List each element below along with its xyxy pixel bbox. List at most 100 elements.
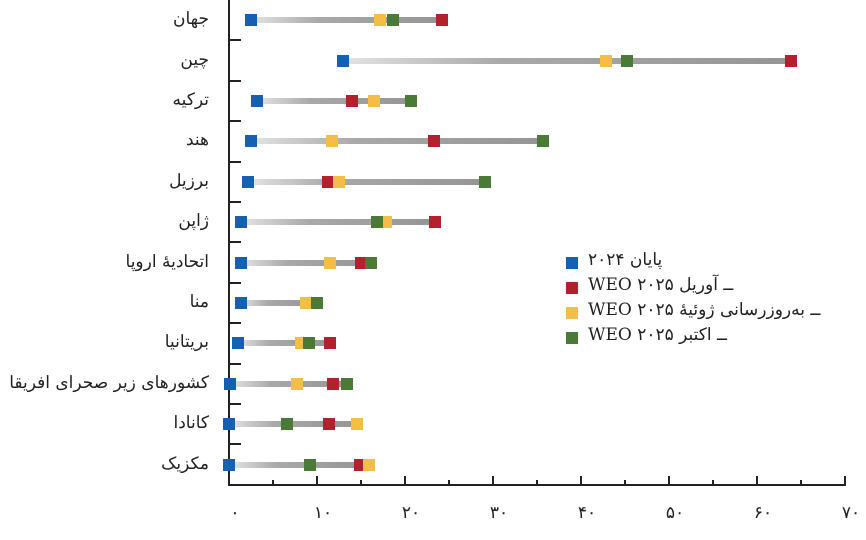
- y-axis-tick: [229, 241, 241, 244]
- legend-swatch-blue: [566, 257, 578, 269]
- data-point-marker: [242, 175, 255, 188]
- x-axis-tick: [844, 476, 846, 485]
- data-point-marker: [223, 418, 235, 431]
- y-axis-tick: [229, 443, 241, 446]
- data-point-marker: [370, 216, 383, 229]
- data-point-marker: [235, 256, 248, 269]
- data-point-marker: [346, 95, 359, 107]
- data-point-marker: [386, 14, 399, 27]
- legend-swatch-red: [566, 282, 578, 294]
- data-point-marker: [374, 14, 387, 27]
- x-axis: [228, 484, 846, 486]
- data-point-marker: [362, 458, 375, 471]
- category-label: مکزیک: [161, 453, 209, 474]
- range-bar: [237, 340, 331, 347]
- x-axis-tick: [624, 480, 626, 485]
- x-axis-tick: [228, 476, 230, 485]
- range-bar: [241, 219, 435, 226]
- data-point-marker: [321, 175, 334, 188]
- legend-item-weo-july-2025: WEO ــ به‌روزرسانی ژوئیهٔ ۲۰۲۵: [560, 300, 860, 324]
- data-point-marker: [785, 54, 798, 67]
- data-point-marker: [337, 54, 350, 67]
- category-label: کانادا: [173, 413, 209, 434]
- data-point-marker: [350, 418, 363, 431]
- category-label: بریتانیا: [164, 332, 209, 353]
- x-axis-tick: [492, 476, 494, 485]
- data-point-marker: [223, 458, 235, 471]
- x-axis-tick-label: ۷۰: [841, 503, 861, 523]
- x-axis-tick-label: ۱۰: [313, 503, 333, 523]
- data-point-marker: [281, 418, 294, 431]
- x-axis-tick: [536, 480, 538, 485]
- data-point-marker: [325, 135, 338, 148]
- y-axis-tick: [229, 39, 241, 42]
- category-label: برزیل: [169, 170, 209, 191]
- legend-swatch-green: [566, 332, 578, 344]
- range-bar: [251, 138, 544, 145]
- x-axis-tick-label: ۶۰: [753, 503, 773, 523]
- x-axis-tick-label: ۴۰: [577, 503, 597, 523]
- data-point-marker: [620, 54, 633, 67]
- x-axis-tick: [756, 476, 758, 485]
- data-point-marker: [245, 135, 257, 148]
- data-point-marker: [405, 95, 418, 107]
- x-axis-tick-label: ۰: [230, 503, 240, 523]
- data-point-marker: [479, 175, 492, 188]
- category-label: اتحادیهٔ اروپا: [125, 251, 209, 272]
- data-point-marker: [245, 14, 257, 27]
- data-point-marker: [231, 337, 244, 350]
- data-point-marker: [311, 297, 323, 309]
- category-label: ژاپن: [178, 211, 209, 232]
- legend-item-end-2024: پایان ۲۰۲۴: [560, 250, 860, 274]
- data-point-marker: [235, 216, 248, 229]
- data-point-marker: [251, 95, 264, 107]
- data-point-marker: [326, 377, 339, 390]
- y-axis-tick: [229, 403, 241, 405]
- x-axis-tick-label: ۲۰: [401, 503, 421, 523]
- data-point-marker: [223, 377, 236, 390]
- y-axis-tick: [229, 120, 241, 123]
- data-point-marker: [340, 377, 353, 390]
- data-point-marker: [435, 14, 448, 27]
- data-point-marker: [324, 256, 337, 269]
- y-axis-tick: [229, 322, 241, 325]
- x-axis-tick: [580, 476, 582, 485]
- category-label: هند: [185, 130, 209, 151]
- data-point-marker: [428, 135, 441, 148]
- x-axis-tick-label: ۳۰: [489, 503, 509, 523]
- data-point-marker: [303, 458, 316, 471]
- y-axis-tick: [229, 362, 241, 365]
- legend-item-weo-april-2025: WEO ــ آوریل ۲۰۲۵: [560, 275, 860, 299]
- x-axis-tick: [272, 480, 274, 485]
- category-label: منا: [189, 292, 209, 312]
- data-point-marker: [303, 337, 316, 350]
- category-label: ترکیه: [172, 90, 209, 110]
- data-point-marker: [428, 216, 441, 229]
- y-axis-tick: [229, 281, 241, 284]
- category-label: جهان: [172, 9, 209, 30]
- x-axis-tick: [668, 476, 670, 485]
- category-label: چین: [180, 49, 209, 70]
- data-point-marker: [364, 256, 377, 269]
- range-bar: [343, 57, 792, 64]
- range-bar: [229, 461, 369, 468]
- legend-label: پایان ۲۰۲۴: [588, 250, 663, 270]
- data-point-marker: [599, 54, 612, 67]
- data-point-marker: [323, 418, 336, 431]
- y-axis-tick: [229, 79, 241, 82]
- data-point-marker: [333, 175, 345, 188]
- legend-label: WEO ــ به‌روزرسانی ژوئیهٔ ۲۰۲۵: [588, 300, 821, 320]
- range-bar: [229, 380, 347, 387]
- category-label: کشورهای زیر صحرای افریقا: [9, 372, 209, 393]
- range-bar: [251, 17, 442, 24]
- legend-label: WEO ــ اکتبر ۲۰۲۵: [588, 325, 727, 345]
- x-axis-tick-label: ۵۰: [665, 503, 685, 523]
- x-axis-tick: [360, 480, 362, 485]
- data-point-marker: [355, 256, 367, 269]
- data-point-marker: [537, 135, 550, 148]
- data-point-marker: [324, 337, 337, 350]
- x-axis-tick: [800, 480, 802, 485]
- legend-swatch-yellow: [566, 307, 578, 319]
- x-axis-tick: [404, 476, 406, 485]
- data-point-marker: [368, 95, 381, 107]
